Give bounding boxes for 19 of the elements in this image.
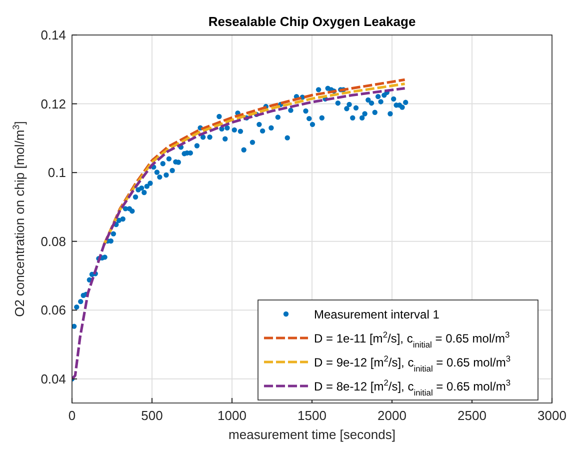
y-tick-label: 0.06 — [40, 302, 66, 318]
x-tick-label: 2000 — [378, 408, 406, 423]
legend-label: Measurement interval 1 — [314, 308, 440, 322]
legend-label: D = 9e-12 [m$^{2}$/s], c$_{initial}$ = 0.65 mol/m$^{3}$ — [314, 354, 511, 374]
y-tick-label: 0.04 — [40, 371, 66, 386]
y-tick-label: 0.1 — [48, 165, 66, 180]
x-tick-label: 1000 — [218, 408, 246, 423]
y-tick-label: 0.08 — [40, 234, 66, 249]
x-axis-title: measurement time [seconds] — [228, 427, 396, 442]
x-tick-label: 2500 — [458, 408, 486, 423]
legend-label: D = 1e-11 [m$^{2}$/s], c$_{initial}$ = 0.65 mol/m$^{3}$ — [314, 330, 510, 350]
x-tick-label: 500 — [141, 408, 163, 423]
legend-label: D = 8e-12 [m$^{2}$/s], c$_{initial}$ = 0.65 mol/m$^{3}$ — [314, 378, 511, 398]
y-tick-label: 0.12 — [40, 96, 66, 112]
y-tick-label: 0.14 — [40, 28, 66, 42]
x-tick-label: 1500 — [298, 408, 326, 423]
chart-title: Resealable Chip Oxygen Leakage — [208, 14, 416, 29]
x-tick-label: 0 — [68, 408, 76, 423]
x-tick-label: 3000 — [538, 408, 566, 423]
